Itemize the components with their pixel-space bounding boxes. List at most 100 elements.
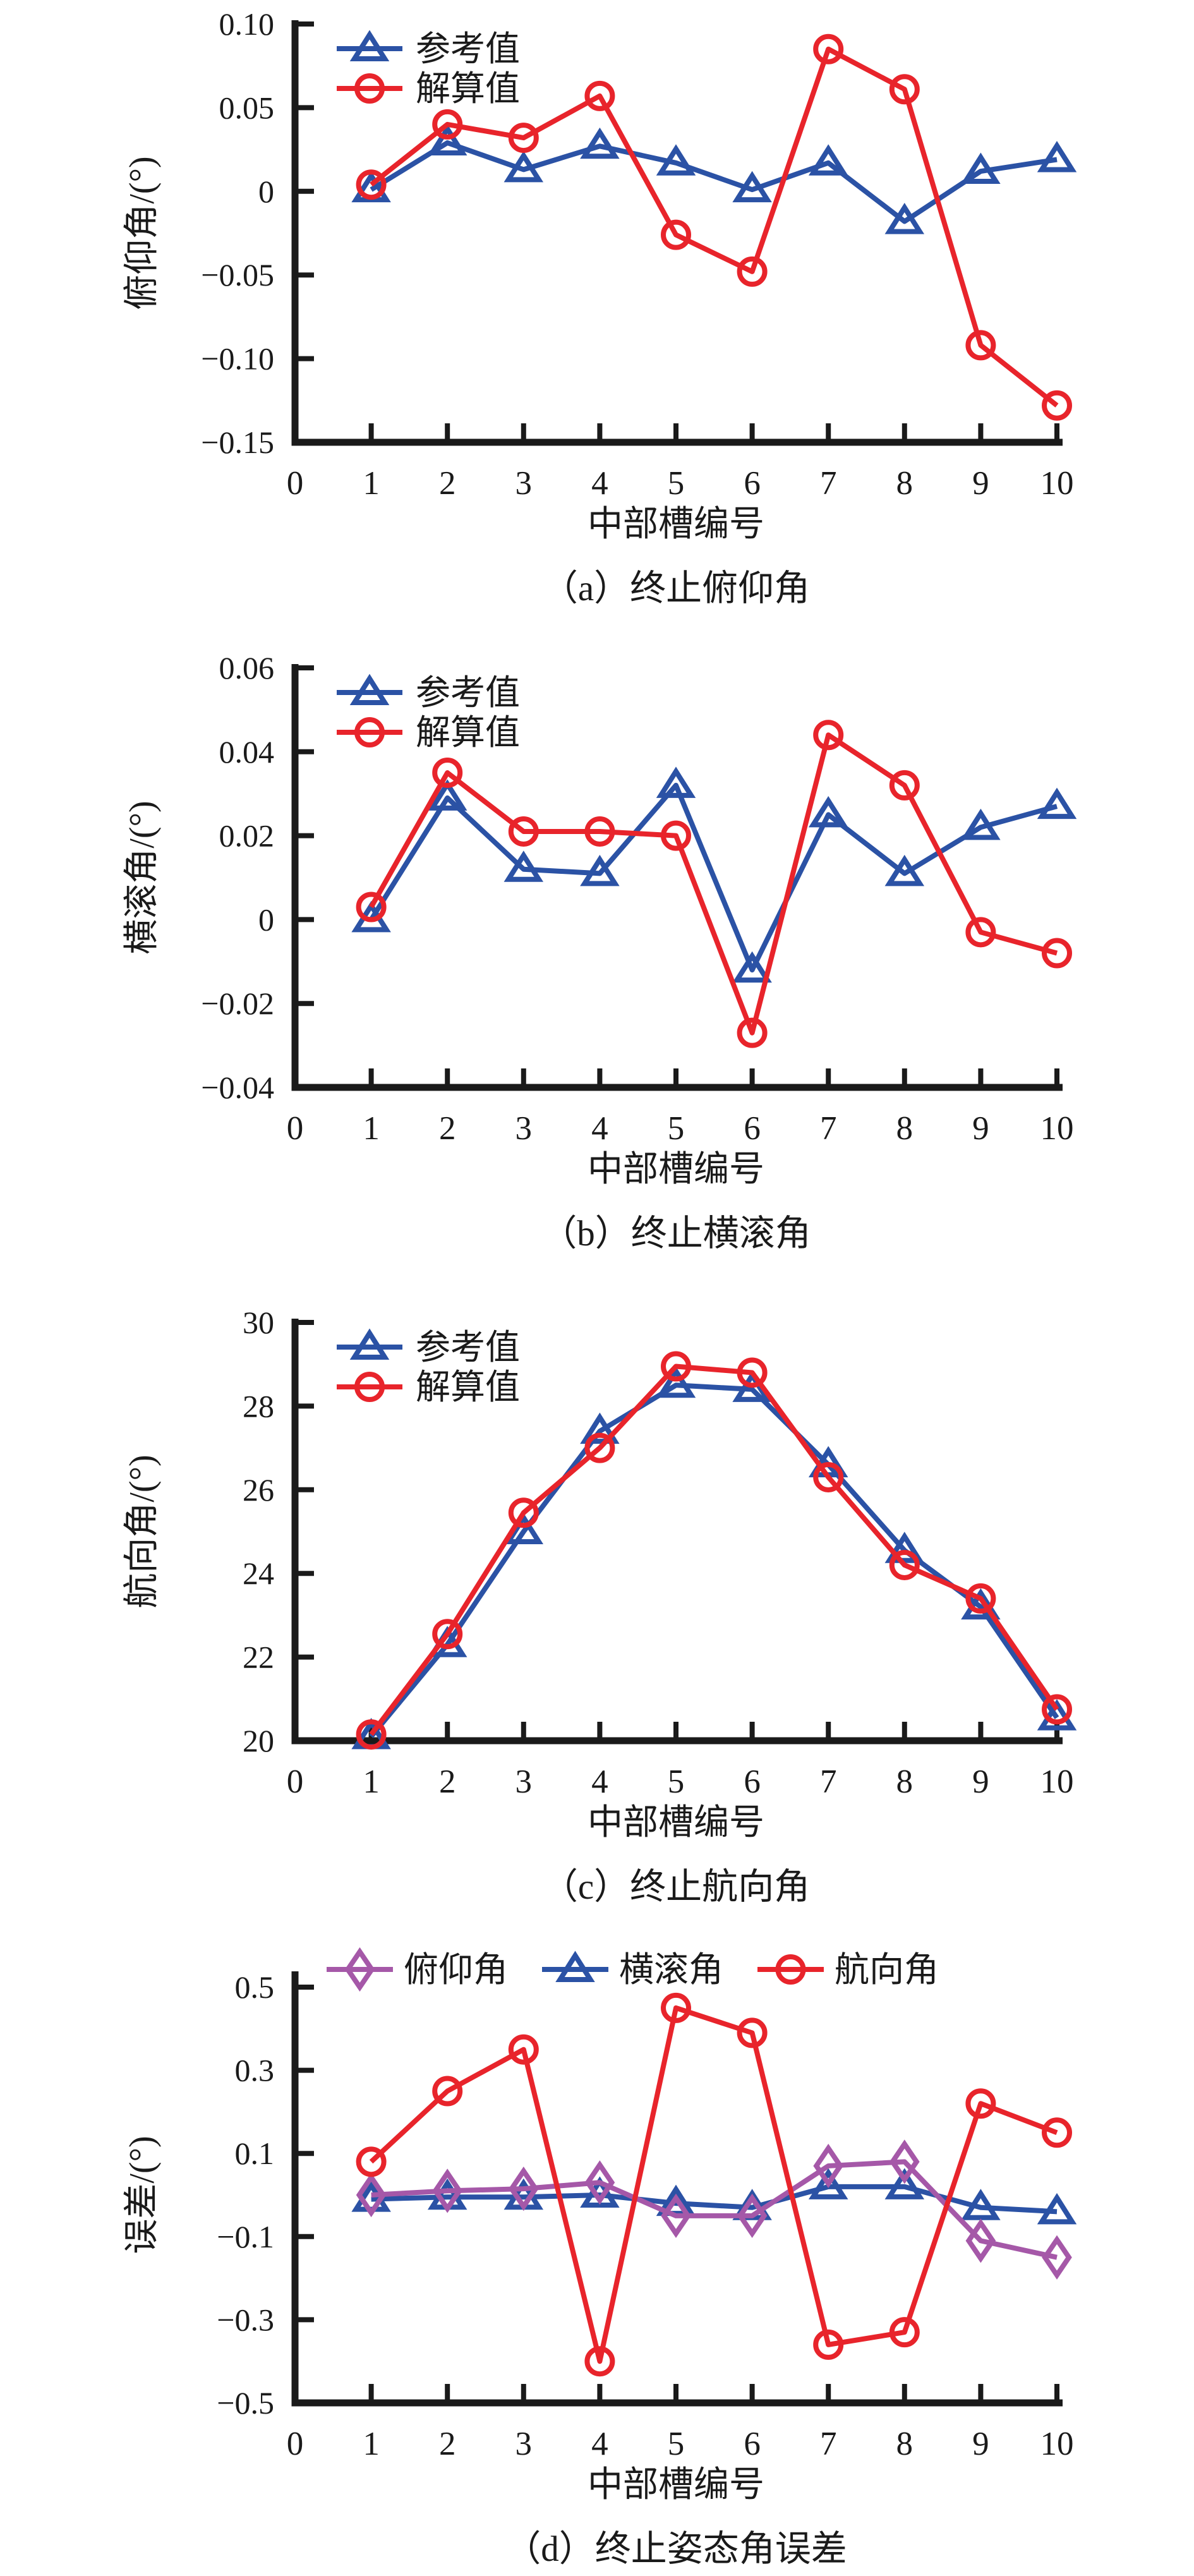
legend-label: 参考值 — [416, 1328, 520, 1367]
series-marker — [427, 779, 467, 811]
series-marker — [737, 1357, 768, 1388]
series-marker — [965, 1583, 996, 1614]
x-tick-label: 6 — [744, 1110, 761, 1147]
x-tick-label: 8 — [896, 2426, 914, 2462]
x-axis-label: 中部槽编号 — [588, 1803, 764, 1842]
legend-label: 参考值 — [416, 674, 520, 712]
legend-marker — [349, 674, 390, 705]
series-marker — [732, 171, 772, 203]
x-tick-label: 1 — [363, 1110, 380, 1147]
axes — [291, 1971, 1063, 2407]
series-marker — [965, 330, 996, 361]
series-marker — [1042, 390, 1072, 421]
chart-block-d: 0.5 0.3 0.1 −0.1 −0.3 −0.5 0 1 2 3 4 5 6 7 8 9 10 误差/(°) 中… — [0, 1932, 1194, 2576]
chart-block-a: 0.10 0.05 0 −0.05 −0.10 −0.15 0 1 2 3 4 5 6 7 8 9 10 俯仰角/… — [0, 0, 1194, 644]
y-tick-label: 0.1 — [235, 2136, 275, 2171]
series-2 — [356, 1992, 1072, 2377]
series-marker — [965, 2218, 996, 2263]
series-marker — [808, 2168, 848, 2199]
x-tick-label: 9 — [972, 1110, 989, 1147]
legend-marker — [354, 73, 385, 104]
y-tick-label: 0.3 — [235, 2053, 275, 2088]
x-tick-label: 7 — [820, 1110, 837, 1147]
x-tick-label: 7 — [820, 465, 837, 502]
series-marker — [813, 720, 844, 751]
x-tick-label: 7 — [820, 2426, 837, 2462]
series-line — [371, 2159, 1058, 2260]
series-1 — [356, 33, 1072, 421]
chart-a-caption: （a）终止俯仰角 — [541, 569, 811, 608]
y-tick-label: 24 — [243, 1556, 274, 1591]
legend-marker — [349, 30, 390, 61]
series-marker — [580, 127, 620, 159]
x-tick-label: 0 — [287, 2426, 304, 2462]
series-marker — [432, 758, 463, 788]
x-tick-label: 0 — [287, 1110, 304, 1147]
series-marker — [584, 2160, 615, 2205]
series-line — [371, 2184, 1058, 2215]
x-tick-label: 3 — [516, 465, 533, 502]
series-marker — [889, 74, 920, 105]
legend-label: 航向角 — [835, 1950, 939, 1989]
series-marker — [508, 2034, 539, 2065]
series-0 — [351, 766, 1077, 983]
chart-block-c: 30 28 26 24 22 20 0 1 2 3 4 5 6 7 8 9 10 航向角/(°) 中部槽编号 参考值解… — [0, 1288, 1194, 1932]
series-marker — [661, 1351, 691, 1382]
x-tick-label: 2 — [439, 1110, 456, 1147]
x-axis-label: 中部槽编号 — [588, 1150, 764, 1189]
series-1 — [356, 1351, 1072, 1750]
y-tick-label: −0.5 — [217, 2385, 274, 2421]
legend: 俯仰角 横滚角 航向角 — [327, 1947, 939, 1992]
series-marker — [661, 1992, 691, 2023]
chart-c-plot: 30 28 26 24 22 20 0 1 2 3 4 5 6 7 8 9 10 航向角/(°) 中部槽编号 参考值解… — [123, 1305, 1077, 1842]
series-marker — [1037, 1699, 1077, 1731]
y-tick-label: 0 — [258, 174, 274, 209]
legend-label: 解算值 — [416, 70, 520, 108]
x-tick-label: 6 — [744, 1763, 761, 1800]
y-tick-label: 0.5 — [235, 1969, 275, 2005]
series-marker — [504, 150, 544, 183]
series-marker — [737, 1017, 768, 1048]
x-tick-label: 8 — [896, 1763, 914, 1800]
y-tick-label: −0.04 — [201, 1070, 274, 1105]
series-marker — [737, 256, 768, 287]
series-marker — [808, 795, 848, 828]
y-tick-label: 0.04 — [219, 734, 275, 770]
series-marker — [889, 1549, 920, 1580]
series-marker — [1042, 2235, 1072, 2280]
series-marker — [584, 2346, 615, 2377]
series-marker — [656, 1366, 696, 1398]
series-marker — [356, 1719, 387, 1750]
legend-marker — [349, 1328, 390, 1360]
legend-label: 参考值 — [416, 30, 520, 68]
legend-marker — [354, 1372, 385, 1402]
y-tick-label: −0.1 — [217, 2219, 274, 2254]
series-line — [369, 2005, 1058, 2364]
series-marker — [965, 917, 996, 948]
x-axis-label: 中部槽编号 — [588, 2465, 764, 2505]
series-marker — [356, 169, 387, 200]
y-tick-label: −0.3 — [217, 2302, 274, 2337]
y-tick-label: 20 — [243, 1723, 274, 1758]
chart-d-plot: 0.5 0.3 0.1 −0.1 −0.3 −0.5 0 1 2 3 4 5 6 7 8 9 10 误差/(°) 中… — [123, 1947, 1077, 2505]
series-marker — [661, 219, 691, 250]
legend-marker — [555, 1950, 595, 1982]
x-tick-label: 2 — [439, 465, 456, 502]
series-marker — [356, 2146, 387, 2177]
series-marker — [1042, 1694, 1072, 1725]
x-tick-label: 9 — [972, 2426, 989, 2462]
series-marker — [961, 1588, 1001, 1620]
legend-marker — [354, 717, 385, 747]
series-marker — [584, 80, 615, 111]
series-marker — [656, 766, 696, 798]
series-line — [369, 782, 1058, 973]
series-marker — [508, 123, 539, 154]
series-marker — [889, 770, 920, 801]
x-tick-label: 3 — [516, 2426, 533, 2462]
y-tick-label: 0 — [258, 902, 274, 937]
series-marker — [737, 2193, 768, 2239]
y-tick-label: −0.05 — [201, 257, 274, 293]
